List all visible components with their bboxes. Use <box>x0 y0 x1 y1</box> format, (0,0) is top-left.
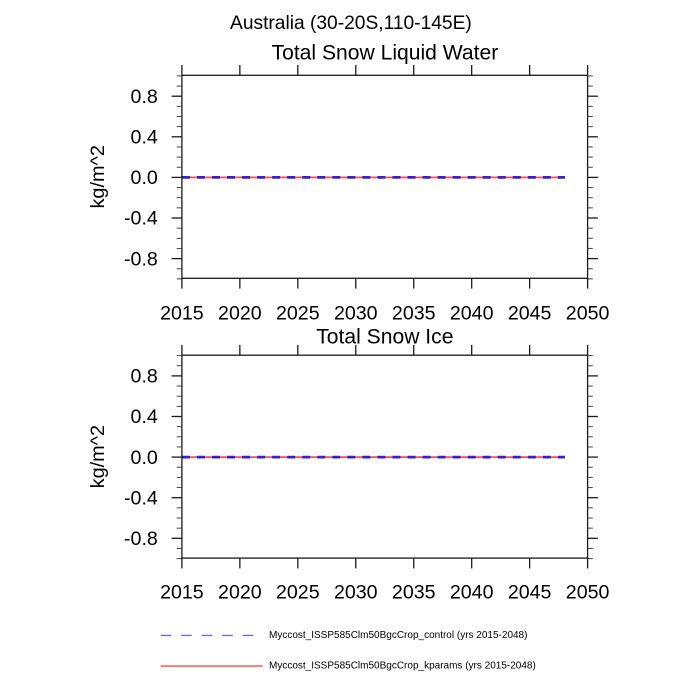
svg-text:0.8: 0.8 <box>131 86 158 108</box>
svg-text:2025: 2025 <box>276 302 320 324</box>
svg-text:Myccost_ISSP585Clm50BgcCrop_co: Myccost_ISSP585Clm50BgcCrop_control (yrs… <box>269 630 527 641</box>
svg-text:kg/m^2: kg/m^2 <box>87 145 109 208</box>
svg-text:Total Snow Ice: Total Snow Ice <box>316 326 453 349</box>
svg-text:kg/m^2: kg/m^2 <box>87 425 109 488</box>
svg-text:2040: 2040 <box>450 302 494 324</box>
svg-text:0.0: 0.0 <box>131 167 158 189</box>
svg-text:-0.4: -0.4 <box>124 208 158 230</box>
svg-text:2025: 2025 <box>276 581 320 603</box>
svg-text:2050: 2050 <box>566 302 610 324</box>
svg-text:Myccost_ISSP585Clm50BgcCrop_kp: Myccost_ISSP585Clm50BgcCrop_kparams (yrs… <box>269 661 536 672</box>
svg-text:-0.4: -0.4 <box>124 487 158 509</box>
svg-text:2015: 2015 <box>160 581 204 603</box>
svg-text:-0.8: -0.8 <box>124 528 158 550</box>
svg-text:2040: 2040 <box>450 581 494 603</box>
svg-text:2030: 2030 <box>334 302 378 324</box>
svg-text:0.4: 0.4 <box>131 127 158 149</box>
svg-text:2045: 2045 <box>508 581 552 603</box>
svg-text:2020: 2020 <box>218 581 262 603</box>
svg-text:0.4: 0.4 <box>131 406 158 428</box>
svg-text:Australia (30-20S,110-145E): Australia (30-20S,110-145E) <box>230 13 472 34</box>
svg-text:2035: 2035 <box>392 302 436 324</box>
svg-text:2050: 2050 <box>566 581 610 603</box>
svg-text:2015: 2015 <box>160 302 204 324</box>
svg-text:Total Snow Liquid Water: Total Snow Liquid Water <box>272 42 499 65</box>
svg-text:0.8: 0.8 <box>131 366 158 388</box>
svg-text:-0.8: -0.8 <box>124 248 158 270</box>
svg-text:2045: 2045 <box>508 302 552 324</box>
svg-text:0.0: 0.0 <box>131 447 158 469</box>
svg-text:2035: 2035 <box>392 581 436 603</box>
svg-text:2020: 2020 <box>218 302 262 324</box>
svg-text:2030: 2030 <box>334 581 378 603</box>
